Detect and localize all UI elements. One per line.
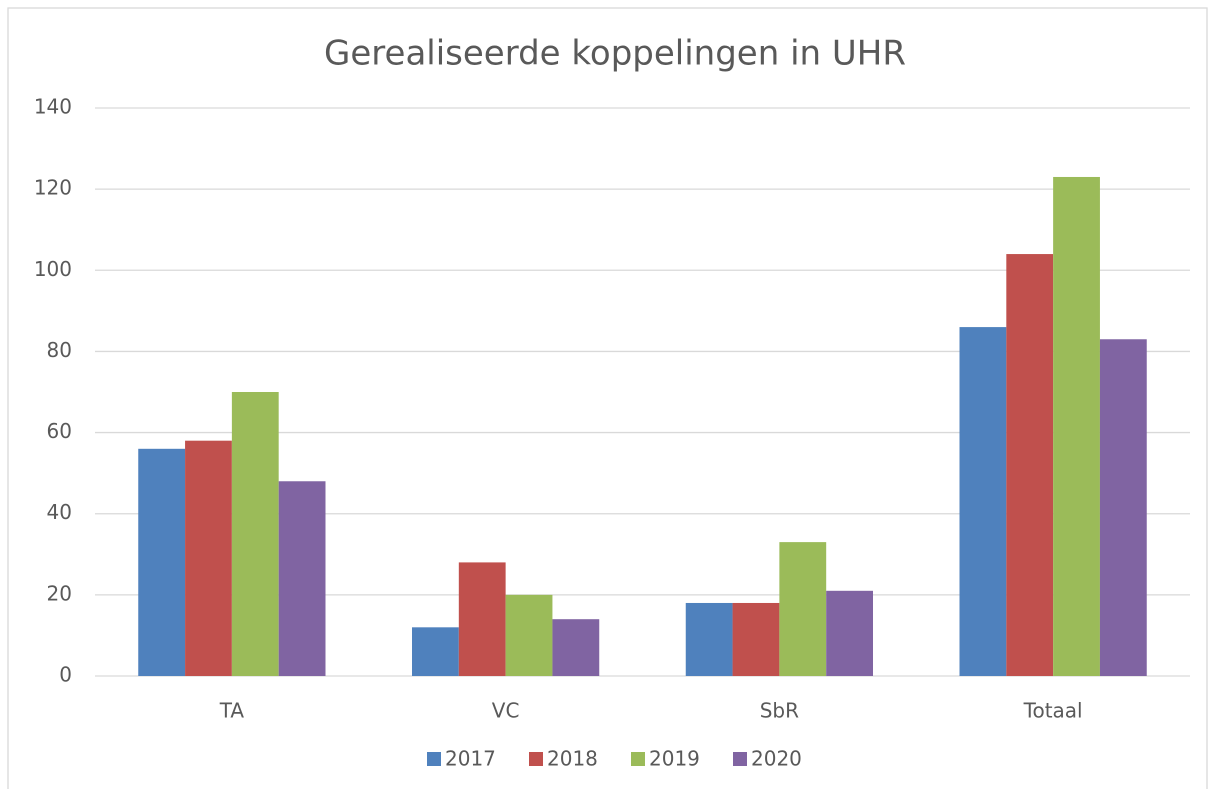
- x-tick-label: SbR: [760, 699, 799, 723]
- y-tick-label: 80: [47, 338, 72, 362]
- legend-label: 2018: [547, 747, 598, 771]
- bar: [1099, 339, 1147, 676]
- y-tick-label: 100: [34, 257, 72, 281]
- bar: [685, 602, 733, 676]
- bar: [412, 627, 459, 676]
- bar: [1006, 254, 1054, 677]
- x-tick-label: Totaal: [1023, 699, 1083, 723]
- bar: [732, 602, 780, 676]
- bar: [505, 594, 553, 676]
- x-tick-label: TA: [219, 699, 245, 723]
- legend-swatch: [529, 752, 543, 766]
- legend-label: 2017: [445, 747, 496, 771]
- y-tick-label: 20: [47, 581, 72, 605]
- y-tick-label: 60: [47, 419, 72, 443]
- chart-title: Gerealiseerde koppelingen in UHR: [324, 34, 906, 74]
- y-tick-label: 140: [34, 95, 72, 119]
- bar: [959, 327, 1007, 676]
- y-tick-label: 120: [34, 176, 72, 200]
- bar: [185, 440, 232, 676]
- y-tick-label: 0: [59, 663, 72, 687]
- bar: [231, 392, 279, 676]
- y-tick-label: 40: [47, 500, 72, 524]
- x-tick-label: VC: [492, 699, 520, 723]
- legend-swatch: [427, 752, 441, 766]
- bar: [278, 481, 326, 676]
- bar: [138, 448, 186, 676]
- bar: [458, 562, 506, 676]
- legend-swatch: [733, 752, 747, 766]
- legend-label: 2020: [751, 747, 802, 771]
- bar: [1053, 176, 1100, 676]
- bar: [826, 590, 873, 676]
- legend-label: 2019: [649, 747, 700, 771]
- bar: [779, 542, 827, 676]
- bar: [552, 619, 600, 676]
- legend-swatch: [631, 752, 645, 766]
